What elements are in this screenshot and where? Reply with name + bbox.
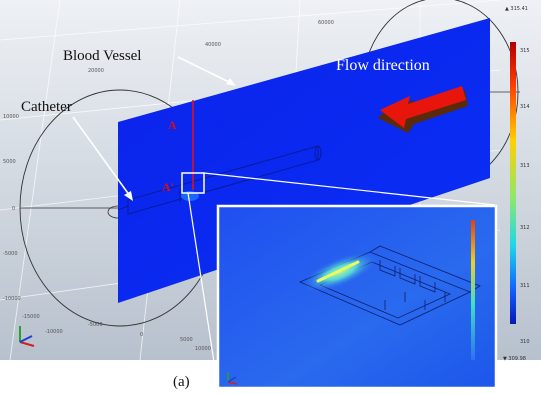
vessel-plane: [118, 18, 490, 303]
colorbar-min-label: ▼ 309.98: [503, 356, 526, 362]
axis-triad: [19, 326, 35, 347]
section-label-a-prime: A': [162, 180, 174, 194]
colorbar-tick-312: 312: [520, 225, 530, 231]
bottom-tick-5: 5000: [180, 337, 193, 343]
top-tick-2: 40000: [205, 42, 221, 48]
bottom-tick-2: -10000: [45, 329, 63, 335]
blood-vessel-label: Blood Vessel: [63, 48, 141, 64]
flow-arrow: [378, 86, 468, 133]
left-tick-5: -10000: [3, 296, 21, 302]
zoom-connector-bottom: [187, 192, 219, 389]
left-tick-4: -5000: [3, 251, 18, 257]
zoom-colorbar: [471, 220, 475, 360]
zoom-inset: [216, 204, 498, 390]
blood-vessel-pointer: [177, 56, 234, 85]
colorbar: [510, 42, 516, 324]
section-label-a: A: [168, 118, 177, 132]
colorbar-tick-315: 315: [520, 48, 530, 54]
colorbar-tick-314: 314: [520, 104, 530, 110]
bottom-tick-1: -15000: [22, 314, 40, 320]
catheter-label: Catheter: [21, 99, 72, 115]
figure-caption: (a): [173, 374, 190, 390]
catheter-pointer-head: [124, 191, 133, 201]
colorbar-tick-311: 311: [520, 283, 530, 289]
catheter-pointer: [72, 116, 131, 197]
left-tick-3: 0: [12, 206, 15, 212]
zoom-source-box: [181, 172, 205, 194]
catheter-outline: [117, 145, 322, 215]
bottom-tick-3: -5000: [88, 322, 103, 328]
left-tick-1: 10000: [3, 114, 19, 120]
colorbar-tick-313: 313: [520, 163, 530, 169]
zoom-heating-element: [316, 260, 360, 283]
left-tick-2: 5000: [3, 159, 16, 165]
zoom-axis-triad: [227, 372, 238, 385]
blood-vessel-pointer-head: [226, 78, 236, 86]
zoom-inset-frame: [216, 204, 498, 390]
top-tick-1: 60000: [318, 20, 334, 26]
bottom-tick-6: 10000: [195, 346, 211, 352]
zoom-connector-top: [203, 172, 496, 206]
colorbar-tick-310: 310: [520, 339, 530, 345]
colorbar-max-label: ▲ 315.41: [505, 6, 528, 12]
bottom-tick-4: 0: [140, 332, 143, 338]
top-tick-3: 20000: [88, 68, 104, 74]
flow-direction-label: Flow direction: [336, 57, 430, 74]
